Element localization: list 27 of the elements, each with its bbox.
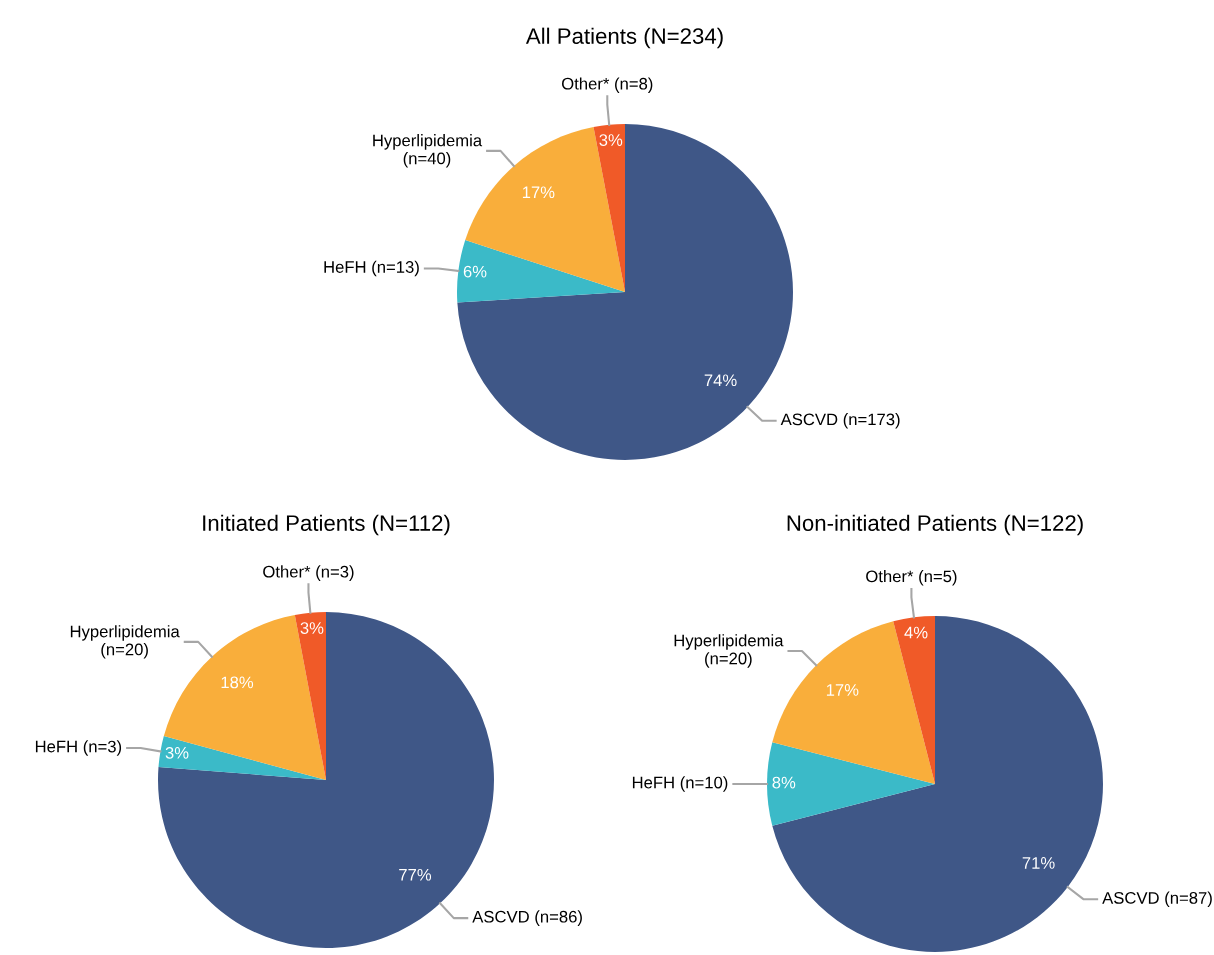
data-label: 4% xyxy=(904,626,928,639)
data-label: 74% xyxy=(704,374,737,387)
slice-label: Hyperlipidemia (n=40) xyxy=(373,134,483,168)
slice-label: ASCVD (n=86) xyxy=(472,910,582,926)
data-label: 17% xyxy=(522,186,555,199)
slice-label: ASCVD (n=87) xyxy=(1102,891,1212,908)
data-label: 3% xyxy=(165,746,189,759)
chart-title: Initiated Patients (N=112) xyxy=(203,514,450,536)
slice-label: Hyperlipidemia (n=20) xyxy=(674,634,784,668)
slice-label: Other* (n=3) xyxy=(263,565,354,581)
data-label: 71% xyxy=(1022,857,1055,869)
slice-label: Other* (n=8) xyxy=(562,77,653,93)
data-label: 77% xyxy=(399,868,432,881)
slice-label: Other* (n=5) xyxy=(866,570,957,586)
data-label: 18% xyxy=(221,676,254,689)
data-label: 3% xyxy=(599,134,623,146)
slice-label: HeFH (n=13) xyxy=(324,260,419,277)
data-label: 3% xyxy=(300,622,324,634)
slice-label: HeFH (n=10) xyxy=(632,776,728,792)
slice-label: HeFH (n=3) xyxy=(35,740,122,756)
slice-label: Hyperlipidemia (n=20) xyxy=(70,625,180,659)
data-label: 6% xyxy=(463,265,487,278)
data-label: 8% xyxy=(772,776,796,789)
chart-title: All Patients (N=234) xyxy=(525,27,723,49)
slice-label: ASCVD (n=173) xyxy=(780,413,900,429)
chart-title: Non-initiated Patients (N=122) xyxy=(787,514,1083,536)
data-label: 17% xyxy=(826,684,859,696)
